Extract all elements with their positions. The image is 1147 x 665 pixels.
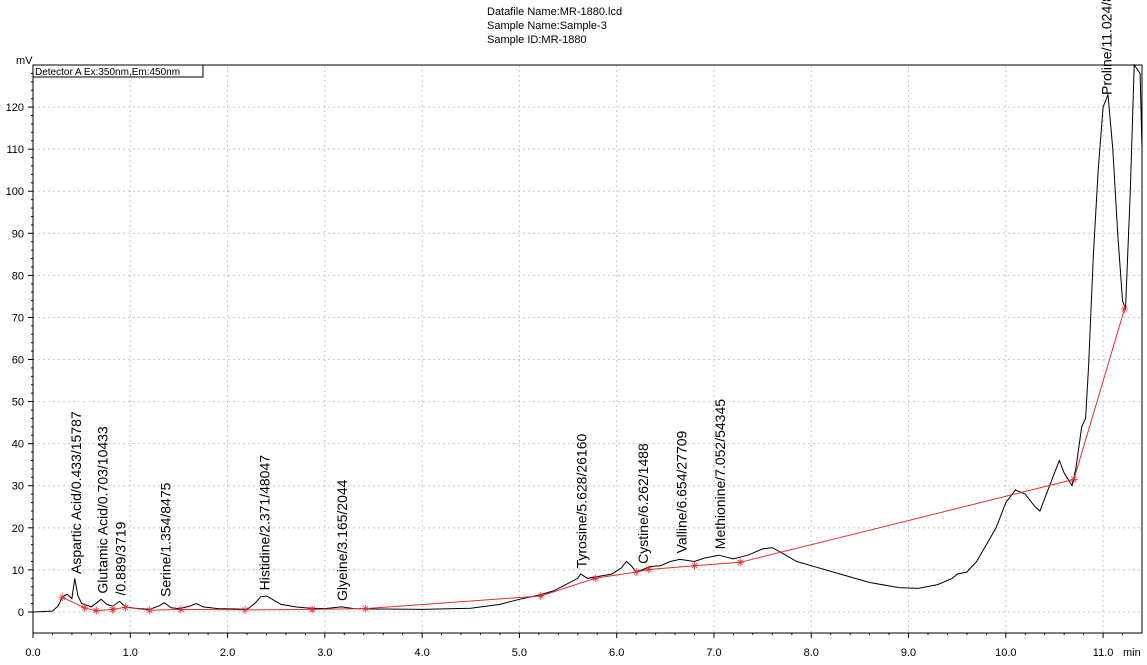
traces xyxy=(32,63,1143,615)
baseline-marker xyxy=(691,561,699,570)
baseline-marker xyxy=(632,567,640,576)
y-tick-label: 60 xyxy=(12,355,24,367)
baseline-marker xyxy=(146,606,154,615)
peak-label: Glutamic Acid/0.703/10433 xyxy=(94,426,110,594)
x-tick-label: 8.0 xyxy=(804,647,819,659)
integration-baseline xyxy=(61,308,1125,612)
detector-label: Detector A Ex:350nm,Em:450nm xyxy=(35,67,180,78)
y-tick-label: 40 xyxy=(12,439,24,451)
baseline-marker xyxy=(92,606,100,615)
x-tick-label: 10.0 xyxy=(995,647,1016,659)
baseline-marker xyxy=(1070,475,1078,484)
peak-label: Proline/11.024/828383 xyxy=(1098,0,1114,95)
x-tick-label: 6.0 xyxy=(609,647,624,659)
x-tick-label: 1.0 xyxy=(123,647,138,659)
header-datafile: Datafile Name:MR-1880.lcd xyxy=(487,6,622,18)
peak-label: /0.889/3719 xyxy=(112,521,128,595)
detector-label-box xyxy=(32,64,204,78)
baseline-marker xyxy=(81,603,89,612)
baseline-marker xyxy=(591,574,599,583)
baseline-marker xyxy=(362,604,370,613)
baseline-marker xyxy=(58,593,66,602)
baseline-marker xyxy=(736,558,744,567)
x-tick-label: 3.0 xyxy=(317,647,332,659)
baseline-marker xyxy=(537,591,545,600)
baseline-marker xyxy=(241,605,249,614)
axis-ticks: 0.0 1.0 2.0 3.0 4.0 5.0 6.0 7.0 8.0 9.0 10.0 11.0 0 1… xyxy=(6,72,1124,659)
baseline-marker xyxy=(109,605,117,614)
signal-trace xyxy=(32,63,1143,613)
x-tick-label: 2.0 xyxy=(220,647,235,659)
baseline-marker xyxy=(308,605,316,614)
y-tick-label: 110 xyxy=(6,144,24,156)
y-axis-unit-label: mV xyxy=(16,55,33,67)
y-tick-label: 10 xyxy=(12,565,24,577)
x-axis-unit-label: min xyxy=(1123,647,1141,659)
baseline-marker xyxy=(645,565,653,574)
y-tick-label: 50 xyxy=(12,397,24,409)
header-sample-name: Sample Name:Sample-3 xyxy=(487,20,607,32)
y-tick-label: 30 xyxy=(12,481,24,493)
peak-label: Histidine/2.371/48047 xyxy=(257,455,273,591)
peak-label: Valline/6.654/27709 xyxy=(673,430,689,553)
x-tick-label: 4.0 xyxy=(414,647,429,659)
x-tick-label: 9.0 xyxy=(901,647,916,659)
y-tick-label: 120 xyxy=(6,102,24,114)
plot-frame xyxy=(32,64,1143,634)
baseline-marker xyxy=(121,603,129,612)
baseline-marker xyxy=(177,605,185,614)
y-tick-label: 100 xyxy=(6,186,24,198)
peak-label: Serine/1.354/8475 xyxy=(158,482,174,597)
peak-label: Cystine/6.262/1488 xyxy=(635,443,651,564)
x-tick-label: 7.0 xyxy=(706,647,721,659)
y-tick-label: 90 xyxy=(12,228,24,240)
peak-labels: Aspartic Acid/0.433/15787 Glutamic Acid/0… xyxy=(68,0,1114,601)
header-sample-id: Sample ID:MR-1880 xyxy=(487,34,587,46)
x-tick-label: 0.0 xyxy=(25,647,40,659)
peak-label: Aspartic Acid/0.433/15787 xyxy=(68,411,84,574)
peak-label: Tyrosine/5.628/26160 xyxy=(573,434,589,569)
peak-label: Methionine/7.052/54345 xyxy=(712,399,728,549)
y-tick-label: 70 xyxy=(12,312,24,324)
x-tick-label: 11.0 xyxy=(1093,647,1114,659)
baseline-marker xyxy=(1120,305,1128,314)
y-tick-label: 20 xyxy=(12,523,24,535)
x-tick-label: 5.0 xyxy=(512,647,527,659)
y-tick-label: 80 xyxy=(12,270,24,282)
y-tick-label: 0 xyxy=(18,607,24,619)
peak-label: Glyeine/3.165/2044 xyxy=(334,479,350,601)
